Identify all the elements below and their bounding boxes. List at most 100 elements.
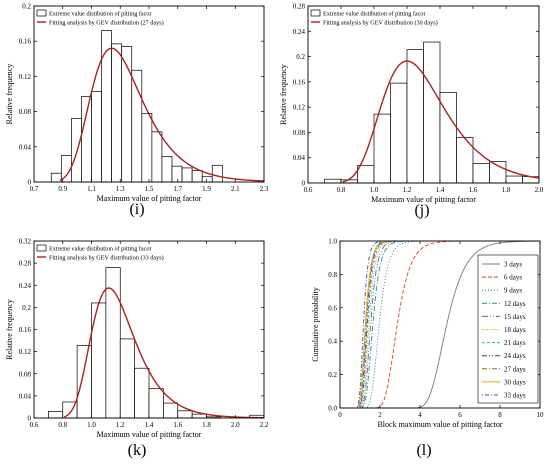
y-tick-label: 0.2 xyxy=(22,304,31,312)
x-tick-label: 0.6 xyxy=(304,186,313,194)
histogram-bar xyxy=(148,388,164,419)
legend-swatch-bar xyxy=(36,244,47,252)
y-tick-label: 0.0 xyxy=(328,405,337,413)
histogram-bar xyxy=(181,167,193,183)
y-tick-label: 0.2 xyxy=(328,371,337,379)
histogram-bar xyxy=(141,113,153,183)
histogram-bar xyxy=(71,118,82,183)
x-tick-label: 0.9 xyxy=(58,185,67,193)
y-tick-label: 0.08 xyxy=(19,370,32,378)
histogram-bar xyxy=(163,402,179,419)
histogram-bar xyxy=(48,411,64,419)
histogram-bar xyxy=(406,49,424,184)
legend-label: 24 days xyxy=(504,352,526,360)
histogram-bar xyxy=(472,163,490,184)
x-tick-label: 2.1 xyxy=(231,185,240,193)
x-tick-label: 6 xyxy=(458,411,462,419)
y-tick-label: 0.12 xyxy=(19,73,32,81)
x-axis-label: Maximum value of pitting factor xyxy=(97,194,202,203)
legend-label: Fitting analysis by GEV distribution (30… xyxy=(323,20,438,27)
x-tick-label: 0.7 xyxy=(30,185,39,193)
panel-label: (l) xyxy=(416,442,431,459)
x-tick-label: 1.0 xyxy=(370,186,379,194)
x-axis-label: Maximum value of pitting factor xyxy=(97,430,202,439)
x-tick-label: 1.2 xyxy=(403,186,412,194)
x-tick-label: 1.6 xyxy=(469,186,478,194)
y-axis-label: Relative frequency xyxy=(279,64,288,125)
x-tick-label: 1.5 xyxy=(145,185,154,193)
x-tick-label: 0 xyxy=(338,411,342,419)
y-tick-label: 0.32 xyxy=(19,238,32,246)
y-tick-label: 0 xyxy=(302,180,306,188)
x-tick-label: 2 xyxy=(378,411,382,419)
y-tick-label: 0.2 xyxy=(22,3,31,11)
y-tick-label: 0.08 xyxy=(19,108,32,116)
panel-label: (k) xyxy=(128,442,147,459)
y-tick-label: 0.12 xyxy=(293,104,306,112)
x-tick-label: 1.4 xyxy=(436,186,445,194)
x-tick-label: 1.1 xyxy=(87,185,96,193)
y-tick-label: 0.28 xyxy=(19,260,32,268)
x-tick-label: 1.8 xyxy=(202,421,211,429)
x-tick-label: 1.6 xyxy=(173,421,182,429)
x-tick-label: 8 xyxy=(498,411,502,419)
histogram-bar xyxy=(111,43,123,183)
y-tick-label: 0.16 xyxy=(19,38,32,46)
y-tick-label: 0.4 xyxy=(328,338,337,346)
panel-label: (j) xyxy=(414,202,429,219)
panel-label: (i) xyxy=(129,201,144,218)
legend-label: 15 days xyxy=(504,313,526,321)
x-tick-label: 0.6 xyxy=(30,421,39,429)
x-tick-label: 2.3 xyxy=(260,185,269,193)
y-axis-label: Relative frequency xyxy=(5,64,14,125)
x-tick-label: 1.9 xyxy=(202,185,211,193)
x-tick-label: 2.0 xyxy=(535,186,544,194)
x-tick-label: 1.3 xyxy=(116,185,125,193)
y-tick-label: 0.04 xyxy=(19,392,32,400)
legend-label: 9 days xyxy=(504,287,522,295)
legend-label: 3 days xyxy=(504,261,522,269)
histogram-bar xyxy=(161,156,173,183)
y-tick-label: 0.16 xyxy=(293,78,306,86)
y-tick-label: 0.8 xyxy=(328,271,337,279)
legend-label: 27 days xyxy=(504,365,526,373)
y-tick-label: 0.2 xyxy=(296,53,305,61)
legend-label: 18 days xyxy=(504,326,526,334)
y-tick-label: 0.6 xyxy=(328,304,337,312)
legend-label: 21 days xyxy=(504,339,526,347)
histogram-bar xyxy=(489,161,507,184)
histogram-bar xyxy=(191,413,207,419)
y-tick-label: 0.28 xyxy=(293,3,306,11)
histogram-bar xyxy=(324,178,342,184)
x-tick-label: 1.0 xyxy=(87,421,96,429)
x-axis-label: Maximum value of pitting factor xyxy=(371,195,476,204)
histogram-bar xyxy=(76,345,92,419)
legend-label: 33 days xyxy=(504,392,526,400)
x-tick-label: 1.8 xyxy=(502,186,511,194)
x-tick-label: 2.0 xyxy=(231,421,240,429)
histogram-bar xyxy=(91,91,102,183)
histogram-bar xyxy=(134,367,150,419)
legend-label: 6 days xyxy=(504,274,522,282)
histogram-bar xyxy=(101,30,112,183)
histogram-bar xyxy=(390,82,408,184)
x-tick-label: 0.8 xyxy=(337,186,346,194)
histogram-bar xyxy=(119,338,135,419)
histogram-bar xyxy=(211,164,223,183)
gev-fit-curve xyxy=(63,287,265,419)
histogram-bar xyxy=(373,113,391,184)
legend-label: 30 days xyxy=(504,378,526,386)
histogram-bar xyxy=(81,96,92,183)
legend-swatch-bar xyxy=(310,9,321,17)
x-tick-label: 1.2 xyxy=(116,421,125,429)
legend-label: 12 days xyxy=(504,300,526,308)
y-tick-label: 0.12 xyxy=(19,348,32,356)
legend-label: Fitting analysis by GEV distribution (33… xyxy=(49,255,164,262)
y-tick-label: 0.16 xyxy=(19,326,32,334)
legend-label: Extreme value distibution of pitting fac… xyxy=(49,246,152,253)
y-tick-label: 1.0 xyxy=(328,238,337,246)
histogram-bar xyxy=(171,165,183,183)
x-tick-label: 10 xyxy=(537,411,545,419)
histogram-bar xyxy=(50,172,62,183)
